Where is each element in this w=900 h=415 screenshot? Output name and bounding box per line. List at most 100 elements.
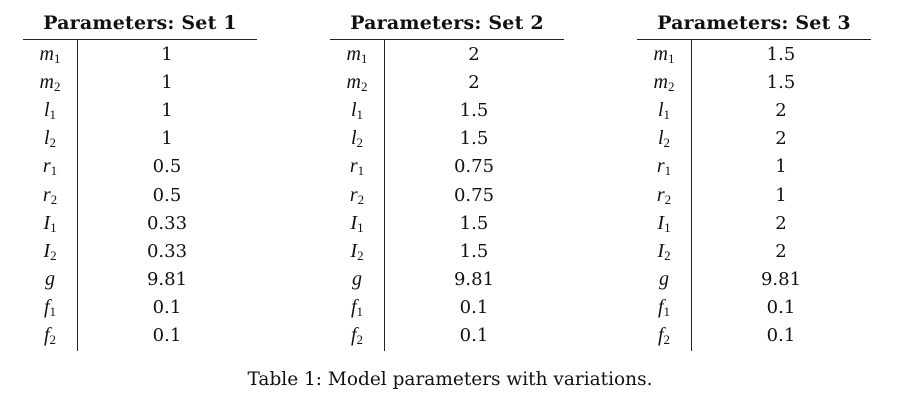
table-row: l2 2: [637, 125, 871, 153]
parameter-symbol: l2: [43, 127, 57, 151]
table-row: I2 0.33: [23, 237, 257, 265]
table-body: m1 1.5 m2 1.5 l1 2 l2 2 r1 1 r2 1 I1 2 I2 2 g 9.8…: [637, 40, 871, 352]
table-row: I2 2: [637, 237, 871, 265]
parameter-value: 2: [775, 212, 787, 234]
table-row: f1 0.1: [637, 294, 871, 322]
table-title: Parameters: Set 1: [23, 10, 257, 40]
table-title: Parameters: Set 2: [330, 10, 564, 40]
table-row: I2 1.5: [330, 237, 564, 265]
table-title: Parameters: Set 3: [637, 10, 871, 40]
parameter-value: 0.5: [152, 184, 182, 206]
table-row: f2 0.1: [330, 322, 564, 350]
parameter-value: 0.1: [459, 325, 489, 347]
parameter-symbol: r2: [349, 183, 365, 207]
parameter-value: 0.33: [146, 212, 188, 234]
parameter-symbol: I1: [657, 211, 671, 235]
parameter-symbol: r1: [42, 155, 58, 179]
parameter-value: 1: [161, 43, 173, 65]
parameter-value: 1: [161, 99, 173, 121]
parameter-tables: Parameters: Set 1 m1 1 m2 1 l1 1 l2 1 r1 0.5 …: [23, 10, 871, 352]
parameter-value: 2: [468, 43, 480, 65]
parameter-table-set-2: Parameters: Set 2 m1 2 m2 2 l1 1.5 l2 1.5 r1…: [330, 10, 564, 352]
parameter-symbol: l1: [657, 98, 671, 122]
parameter-value: 0.5: [152, 156, 182, 178]
table-row: I1 0.33: [23, 209, 257, 237]
parameter-value: 9.81: [760, 269, 802, 291]
parameter-value: 2: [468, 71, 480, 93]
parameter-symbol: g: [45, 268, 55, 291]
parameter-value: 1: [161, 128, 173, 150]
parameter-symbol: l2: [350, 127, 364, 151]
parameter-symbol: I2: [657, 239, 671, 263]
parameter-value: 0.33: [146, 240, 188, 262]
parameter-symbol: I2: [350, 239, 364, 263]
table-row: f1 0.1: [23, 294, 257, 322]
parameter-symbol: f1: [657, 296, 671, 320]
table-caption: Table 1: Model parameters with variation…: [247, 369, 653, 390]
table-row: f2 0.1: [23, 322, 257, 350]
table-row: m2 1.5: [637, 68, 871, 96]
parameter-symbol: r2: [42, 183, 58, 207]
table-row: r1 0.75: [330, 153, 564, 181]
table-row: m2 1: [23, 68, 257, 96]
table-row: I1 1.5: [330, 209, 564, 237]
parameter-value: 9.81: [453, 269, 495, 291]
parameter-value: 1: [775, 156, 787, 178]
parameter-value: 1: [775, 184, 787, 206]
table-row: r2 1: [637, 181, 871, 209]
table-row: l1 1.5: [330, 96, 564, 124]
parameter-symbol: f2: [657, 324, 671, 348]
table-row: r1 1: [637, 153, 871, 181]
parameter-symbol: f2: [43, 324, 57, 348]
parameter-symbol: m2: [653, 70, 675, 94]
parameter-symbol: I1: [43, 211, 57, 235]
parameter-symbol: g: [659, 268, 669, 291]
parameter-value: 2: [775, 240, 787, 262]
table-row: g 9.81: [23, 266, 257, 294]
parameter-symbol: r1: [349, 155, 365, 179]
parameter-value: 0.75: [453, 184, 495, 206]
table-body: m1 1 m2 1 l1 1 l2 1 r1 0.5 r2 0.5 I1 0.33 I2 0.3…: [23, 40, 257, 352]
parameter-symbol: g: [352, 268, 362, 291]
parameter-symbol: r1: [656, 155, 672, 179]
table-row: r2 0.75: [330, 181, 564, 209]
parameter-symbol: I1: [350, 211, 364, 235]
parameter-symbol: f1: [350, 296, 364, 320]
table-row: m1 1: [23, 40, 257, 68]
table-row: r1 0.5: [23, 153, 257, 181]
parameter-symbol: f1: [43, 296, 57, 320]
parameter-symbol: f2: [350, 324, 364, 348]
parameter-value: 0.1: [766, 297, 796, 319]
parameter-symbol: l2: [657, 127, 671, 151]
parameter-value: 1.5: [459, 128, 489, 150]
parameter-value: 9.81: [146, 269, 188, 291]
parameter-symbol: I2: [43, 239, 57, 263]
parameter-value: 1.5: [766, 43, 796, 65]
parameter-value: 0.75: [453, 156, 495, 178]
table-row: r2 0.5: [23, 181, 257, 209]
table-row: m2 2: [330, 68, 564, 96]
parameter-table-set-3: Parameters: Set 3 m1 1.5 m2 1.5 l1 2 l2 2 r1…: [637, 10, 871, 352]
parameter-symbol: l1: [350, 98, 364, 122]
parameter-value: 1.5: [459, 212, 489, 234]
table-row: l2 1: [23, 125, 257, 153]
parameter-value: 0.1: [459, 297, 489, 319]
parameter-value: 1.5: [766, 71, 796, 93]
table-row: l2 1.5: [330, 125, 564, 153]
parameter-symbol: m2: [39, 70, 61, 94]
parameter-value: 1.5: [459, 240, 489, 262]
table-row: f2 0.1: [637, 322, 871, 350]
table-row: f1 0.1: [330, 294, 564, 322]
table-body: m1 2 m2 2 l1 1.5 l2 1.5 r1 0.75 r2 0.75 I1 1.5 …: [330, 40, 564, 352]
table-row: g 9.81: [330, 266, 564, 294]
table-row: l1 1: [23, 96, 257, 124]
parameter-value: 1.5: [459, 99, 489, 121]
table-row: m1 2: [330, 40, 564, 68]
parameter-table-set-1: Parameters: Set 1 m1 1 m2 1 l1 1 l2 1 r1 0.5 …: [23, 10, 257, 352]
parameter-symbol: m1: [346, 42, 368, 66]
parameter-value: 1: [161, 71, 173, 93]
table-row: l1 2: [637, 96, 871, 124]
table-row: g 9.81: [637, 266, 871, 294]
table-row: I1 2: [637, 209, 871, 237]
parameter-value: 0.1: [152, 297, 182, 319]
